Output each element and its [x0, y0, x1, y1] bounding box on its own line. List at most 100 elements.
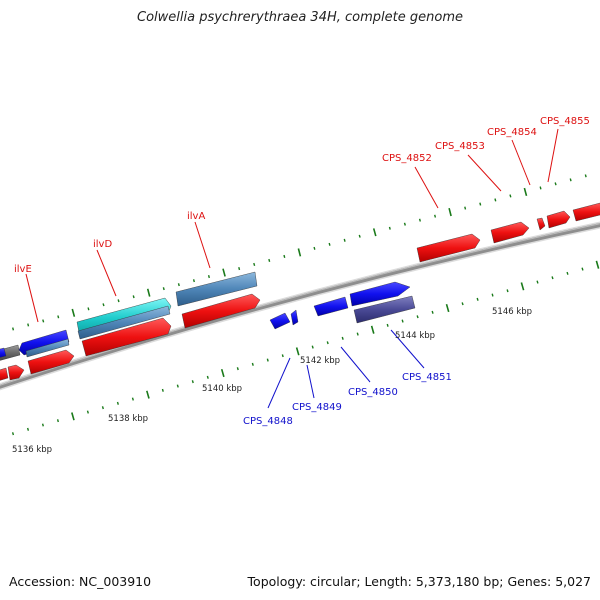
inner-scale-minor-tick [461, 302, 464, 306]
outer-scale-minor-tick [418, 218, 421, 222]
inner-scale-minor-tick [251, 362, 254, 366]
outer-scale-minor-tick [554, 182, 557, 186]
inner-scale-minor-tick [236, 367, 239, 371]
gene-CPS_4848 [269, 312, 291, 330]
gene-fragment-red-1 [0, 367, 9, 381]
inner-scale-minor-tick [581, 267, 584, 271]
inner-scale-major-tick [595, 260, 600, 269]
gene-CPS_4855 [546, 210, 571, 229]
gene-fragment-red-2 [7, 364, 25, 381]
accession-info: Accession: NC_003910 [9, 574, 151, 589]
outer-scale-minor-tick [434, 214, 437, 218]
reverse-gene-labels: CPS_4848 CPS_4849 CPS_4850 CPS_4851 [243, 372, 452, 427]
outer-scale-major-tick [297, 248, 302, 257]
scale-label-5136: 5136 kbp [12, 445, 52, 455]
outer-scale-minor-tick [343, 238, 346, 242]
feature-track [0, 202, 600, 381]
outer-scale-minor-tick [403, 222, 406, 226]
label-CPS_4852: CPS_4852 [382, 153, 432, 164]
inner-scale-major-tick [295, 347, 300, 356]
gene-CPS_4848-b [290, 309, 299, 326]
label-CPS_4849: CPS_4849 [292, 402, 342, 413]
inner-scale-minor-tick [476, 297, 479, 301]
inner-scale-minor-tick [161, 388, 164, 392]
outer-scale-minor-tick [177, 283, 180, 287]
inner-scale-minor-tick [401, 319, 404, 323]
inner-scale-major-tick [370, 325, 375, 334]
outer-scale-minor-tick [388, 226, 391, 230]
gene-fragment-blue [0, 347, 7, 358]
gene-red-ilvA [181, 293, 261, 329]
outer-scale-minor-tick [253, 262, 256, 266]
gene-CPS_4849 [313, 296, 349, 317]
gene-CPS_4851 [353, 295, 416, 324]
outer-scale-minor-tick [117, 299, 120, 303]
outer-scale-minor-tick [268, 258, 271, 262]
outer-scale-minor-tick [584, 174, 587, 178]
outer-scale-minor-tick [12, 327, 15, 331]
inner-scale-minor-tick [491, 293, 494, 297]
outer-scale-minor-tick [57, 315, 60, 319]
outer-scale-minor-tick [358, 234, 361, 238]
inner-scale-minor-tick [536, 280, 539, 284]
length-label: Length: [364, 574, 412, 589]
label-CPS_4848: CPS_4848 [243, 416, 293, 427]
inner-scale-major-tick [220, 368, 225, 378]
length-value: 5,373,180 bp [415, 574, 500, 589]
outer-scale-minor-tick [313, 246, 316, 250]
inner-scale-minor-tick [506, 289, 509, 293]
outer-scale-major-tick [146, 288, 151, 297]
scale-label-5138: 5138 kbp [108, 414, 148, 424]
inner-scale-minor-tick [86, 410, 89, 414]
inner-scale-minor-tick [116, 401, 119, 405]
outer-scale-minor-tick [102, 303, 105, 307]
outer-scale-minor-tick [27, 323, 30, 327]
outer-scale-minor-tick [479, 202, 482, 206]
label-ilvD: ilvD [93, 239, 112, 250]
inner-scale-minor-tick [101, 406, 104, 410]
inner-scale-minor-tick [26, 427, 30, 431]
inner-scale-minor-tick [206, 375, 209, 379]
outer-scale-major-tick [448, 208, 452, 217]
inner-scale-minor-tick [281, 354, 284, 358]
topology-label: Topology: [247, 574, 307, 589]
outer-scale-minor-tick [132, 295, 135, 299]
inner-scale-minor-tick [416, 315, 419, 319]
scale-label-5144: 5144 kbp [395, 331, 435, 341]
gene-CPS_4850 [349, 281, 411, 307]
inner-scale-minor-tick [176, 384, 179, 388]
genome-backbone [0, 221, 600, 391]
outer-scale-minor-tick [238, 267, 241, 271]
inner-scale-minor-tick [356, 332, 359, 336]
outer-scale-minor-tick [539, 186, 542, 190]
inner-scale-minor-tick [56, 419, 59, 423]
gene-fragment-gray [0, 344, 21, 361]
inner-scale-minor-tick [131, 397, 134, 401]
inner-scale-major-tick [71, 412, 75, 421]
inner-scale-minor-tick [326, 341, 329, 345]
inner-scale-minor-tick [566, 271, 569, 275]
gene-red-near-ilvE [27, 349, 75, 375]
outer-scale-major-tick [71, 308, 76, 317]
gene-CPS_4853 [490, 221, 530, 244]
inner-scale-minor-tick [311, 345, 314, 349]
label-CPS_4850: CPS_4850 [348, 387, 398, 398]
inner-scale-minor-tick [191, 380, 194, 384]
label-ilvA: ilvA [187, 211, 205, 222]
outer-scale-minor-tick [328, 242, 331, 246]
outer-scale-minor-tick [87, 307, 90, 311]
scale-labels: 5136 kbp 5138 kbp 5140 kbp 5142 kbp 5144… [12, 307, 532, 455]
map-title: Colwellia psychrerythraea 34H, complete … [137, 10, 463, 25]
accession-value: NC_003910 [79, 574, 152, 589]
outer-scale-minor-tick [42, 319, 45, 323]
gene-CPS_4852 [416, 233, 481, 263]
scale-ticks [11, 174, 600, 436]
inner-scale-minor-tick [551, 276, 554, 280]
outer-scale-minor-tick [283, 254, 286, 258]
inner-scale-major-tick [445, 303, 450, 313]
outer-scale-minor-tick [569, 178, 572, 182]
inner-scale-major-tick [146, 390, 150, 399]
rna-ilvD [77, 305, 171, 340]
inner-scale-minor-tick [266, 358, 269, 362]
